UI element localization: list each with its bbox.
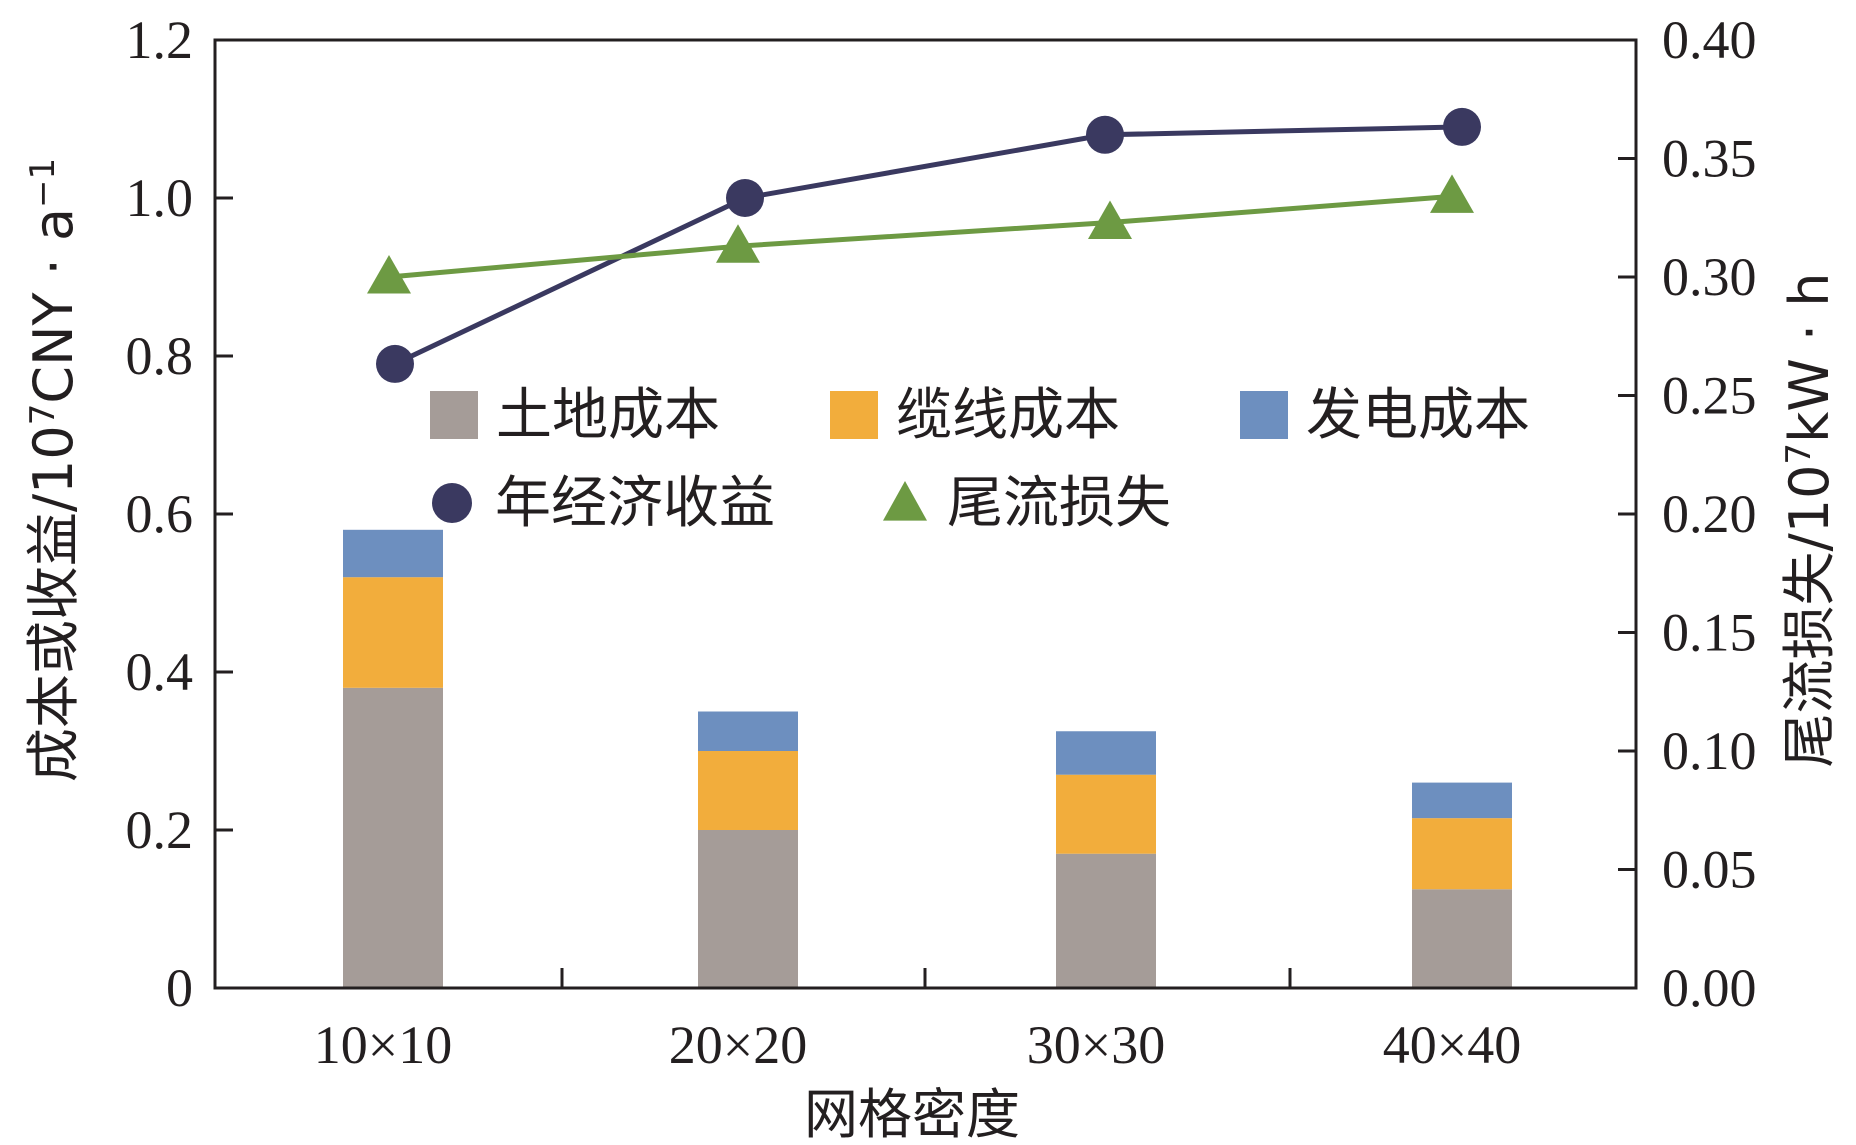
line-series-1: [388, 193, 1453, 280]
bar-series-2-1: [698, 711, 798, 751]
y-left-tick-label-2: 0.4: [126, 642, 194, 702]
legend-marker-line-0: [432, 483, 472, 523]
y-right-tick-label-7: 0.35: [1662, 129, 1757, 189]
bar-series-1-2: [1056, 774, 1156, 854]
bar-series-0-2: [1056, 853, 1156, 988]
bar-series-1-3: [1412, 818, 1512, 890]
x-tick-label-2: 30×30: [1027, 1015, 1165, 1075]
legend-label-line-1: 尾流损失: [947, 471, 1171, 536]
marker-series-1-0: [367, 255, 411, 294]
bar-series-0-0: [343, 687, 443, 988]
bar-series-2-2: [1056, 731, 1156, 775]
y-right-tick-label-3: 0.15: [1662, 603, 1757, 663]
y-right-axis-title: 尾流损失/107kW · h: [1778, 273, 1841, 768]
bar-series-1-0: [343, 577, 443, 688]
y-right-tick-label-8: 0.40: [1662, 10, 1757, 70]
legend-swatch-stacked-1: [830, 391, 878, 439]
marker-series-0-1: [726, 179, 764, 217]
lines-layer: [367, 107, 1481, 383]
marker-series-0-2: [1086, 115, 1124, 154]
x-tick-label-0: 10×10: [314, 1015, 452, 1075]
x-tick-label-3: 40×40: [1383, 1015, 1521, 1075]
x-axis-title: 网格密度: [804, 1083, 1020, 1145]
y-left-axis-title: 成本或收益/107CNY · a−1: [22, 158, 85, 782]
bar-series-0-3: [1412, 889, 1512, 988]
bar-series-1-1: [698, 751, 798, 830]
legend-marker-line-1: [883, 481, 927, 521]
y-right-tick-label-2: 0.10: [1662, 721, 1757, 781]
y-left-tick-label-1: 0.2: [126, 800, 194, 860]
y-right-tick-label-4: 0.20: [1662, 484, 1757, 544]
y-right-tick-label-1: 0.05: [1662, 840, 1757, 900]
y-left-tick-label-6: 1.2: [126, 10, 194, 70]
legend-label-stacked-2: 发电成本: [1306, 383, 1530, 448]
y-left-tick-label-0: 0: [166, 958, 193, 1018]
x-tick-label-1: 20×20: [669, 1015, 807, 1075]
y-right-tick-label-6: 0.30: [1662, 247, 1757, 307]
marker-series-1-2: [1088, 200, 1132, 239]
bar-series-0-1: [698, 830, 798, 988]
y-left-tick-label-4: 0.8: [126, 326, 194, 386]
marker-series-0-0: [376, 344, 414, 383]
line-series-0: [393, 124, 1463, 367]
legend-swatch-stacked-2: [1240, 391, 1288, 439]
legend-label-stacked-1: 缆线成本: [896, 383, 1120, 448]
y-left-tick-label-5: 1.0: [126, 168, 194, 228]
bar-series-2-0: [343, 529, 443, 578]
marker-series-1-3: [1430, 174, 1474, 213]
y-right-tick-label-0: 0.00: [1662, 958, 1757, 1018]
legend-label-stacked-0: 土地成本: [496, 383, 720, 448]
marker-series-1-1: [716, 224, 760, 263]
bar-series-2-3: [1412, 782, 1512, 819]
bars-layer: [343, 529, 1512, 988]
legend-swatch-stacked-0: [430, 391, 478, 439]
legend-label-line-0: 年经济收益: [495, 471, 775, 536]
y-right-tick-label-5: 0.25: [1662, 366, 1757, 426]
y-left-tick-label-3: 0.6: [126, 484, 194, 544]
ticks-layer: 0 0.2 0.4 0.6 0.8 1.0 1.2 0.00 0.05 0.10 0.15 0.20 0…: [126, 10, 1757, 1075]
marker-series-0-3: [1443, 107, 1481, 146]
